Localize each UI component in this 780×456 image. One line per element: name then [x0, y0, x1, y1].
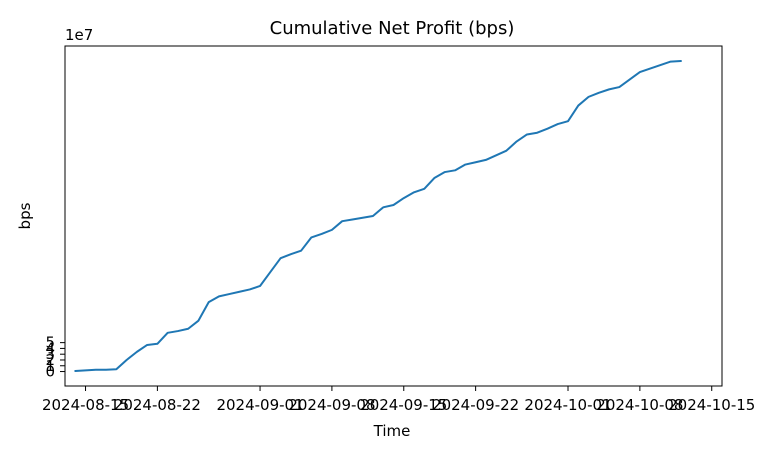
- y-axis-label: bps: [16, 202, 34, 229]
- x-tick-label-4: 2024-09-15: [360, 396, 447, 414]
- y-tick-label-2: 2: [45, 351, 55, 369]
- y-tick-label-3: 3: [45, 345, 55, 363]
- y-tick-label-1: 1: [45, 357, 55, 375]
- y-tick-label-4: 4: [45, 339, 55, 357]
- x-tick-label-3: 2024-09-08: [288, 396, 375, 414]
- x-tick-label-2: 2024-09-01: [216, 396, 303, 414]
- plot-frame: [64, 45, 723, 387]
- x-tick-label-5: 2024-09-22: [432, 396, 519, 414]
- y-tick-label-5: 5: [45, 334, 55, 352]
- series-line-0: [74, 60, 682, 372]
- x-tick-label-7: 2024-10-08: [596, 396, 683, 414]
- x-tick-label-0: 2024-08-15: [42, 396, 129, 414]
- chart-title: Cumulative Net Profit (bps): [270, 18, 515, 39]
- x-tick-label-8: 2024-10-15: [668, 396, 755, 414]
- x-axis-label: Time: [373, 422, 411, 440]
- y-tick-label-0: 0: [45, 363, 55, 381]
- x-tick-label-1: 2024-08-22: [114, 396, 201, 414]
- x-tick-label-6: 2024-10-01: [524, 396, 611, 414]
- y-axis-offset-text: 1e7: [65, 26, 93, 44]
